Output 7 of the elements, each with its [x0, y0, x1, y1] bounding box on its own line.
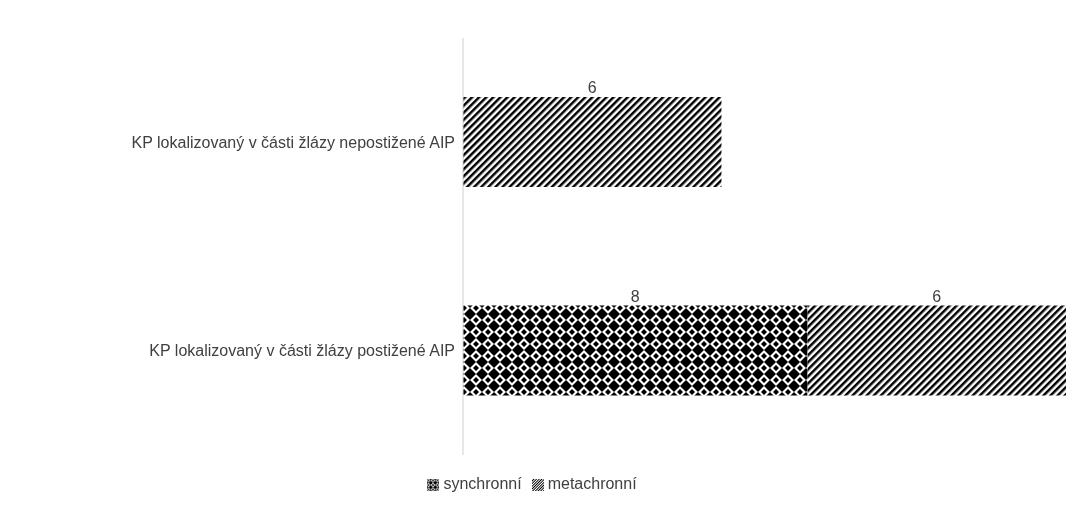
data-label: 6: [932, 287, 942, 305]
data-label: 6: [587, 79, 597, 96]
legend-label: synchronní: [443, 475, 522, 492]
data-label: 8: [630, 287, 640, 305]
y-tick-label: KP lokalizovaný v části žlázy postižené AIP: [149, 342, 455, 360]
y-tick-label: KP lokalizovaný v části žlázy nepostižené AIP: [131, 133, 455, 151]
legend-label: metachronní: [547, 475, 637, 492]
